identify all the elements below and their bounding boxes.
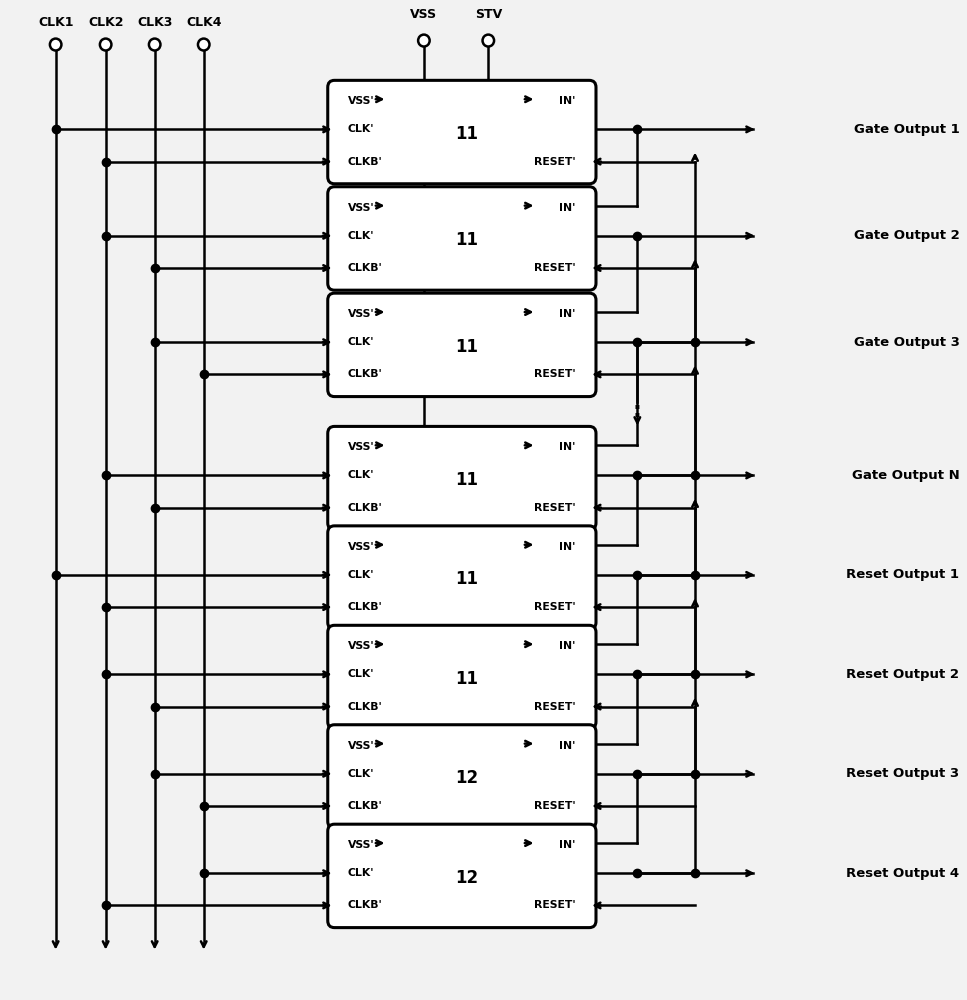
Text: VSS': VSS' xyxy=(348,96,374,106)
Text: STV: STV xyxy=(475,8,502,21)
Text: 12: 12 xyxy=(455,869,479,887)
Text: VSS': VSS' xyxy=(348,309,374,319)
Text: CLKB': CLKB' xyxy=(348,900,383,910)
Text: CLK1: CLK1 xyxy=(38,16,73,29)
Text: Reset Output 2: Reset Output 2 xyxy=(846,668,959,681)
Text: Gate Output 3: Gate Output 3 xyxy=(854,336,959,349)
Text: VSS': VSS' xyxy=(348,203,374,213)
Text: IN': IN' xyxy=(560,309,575,319)
Text: CLK2: CLK2 xyxy=(88,16,124,29)
Text: CLKB': CLKB' xyxy=(348,157,383,167)
FancyBboxPatch shape xyxy=(328,426,596,530)
Text: Gate Output 2: Gate Output 2 xyxy=(854,229,959,242)
Text: VSS': VSS' xyxy=(348,442,374,452)
Text: RESET': RESET' xyxy=(534,702,575,712)
Text: Reset Output 4: Reset Output 4 xyxy=(846,867,959,880)
Text: CLKB': CLKB' xyxy=(348,369,383,379)
Text: IN': IN' xyxy=(560,96,575,106)
Text: IN': IN' xyxy=(560,741,575,751)
Text: 11: 11 xyxy=(455,670,479,688)
Text: CLK': CLK' xyxy=(348,231,374,241)
Text: VSS': VSS' xyxy=(348,542,374,552)
Text: RESET': RESET' xyxy=(534,157,575,167)
Text: CLKB': CLKB' xyxy=(348,263,383,273)
Text: CLK4: CLK4 xyxy=(186,16,221,29)
Text: RESET': RESET' xyxy=(534,503,575,513)
Text: RESET': RESET' xyxy=(534,801,575,811)
FancyBboxPatch shape xyxy=(328,526,596,629)
FancyBboxPatch shape xyxy=(328,293,596,397)
Text: IN': IN' xyxy=(560,442,575,452)
Text: VSS': VSS' xyxy=(348,840,374,850)
Text: CLK': CLK' xyxy=(348,868,374,878)
Text: 12: 12 xyxy=(455,769,479,787)
Circle shape xyxy=(149,39,161,51)
FancyBboxPatch shape xyxy=(328,824,596,928)
FancyBboxPatch shape xyxy=(328,187,596,290)
Text: 11: 11 xyxy=(455,231,479,249)
Text: :: : xyxy=(632,401,642,421)
Text: RESET': RESET' xyxy=(534,602,575,612)
Text: CLK': CLK' xyxy=(348,769,374,779)
Text: 11: 11 xyxy=(455,570,479,588)
Text: VSS: VSS xyxy=(410,8,437,21)
Circle shape xyxy=(100,39,111,51)
Text: CLKB': CLKB' xyxy=(348,702,383,712)
Text: CLK': CLK' xyxy=(348,470,374,480)
FancyBboxPatch shape xyxy=(328,80,596,184)
Text: Gate Output N: Gate Output N xyxy=(852,469,959,482)
Text: CLKB': CLKB' xyxy=(348,801,383,811)
Text: VSS': VSS' xyxy=(348,641,374,651)
Text: IN': IN' xyxy=(560,203,575,213)
Text: RESET': RESET' xyxy=(534,369,575,379)
Text: RESET': RESET' xyxy=(534,900,575,910)
Text: CLK': CLK' xyxy=(348,669,374,679)
Circle shape xyxy=(50,39,62,51)
Circle shape xyxy=(198,39,210,51)
FancyBboxPatch shape xyxy=(328,725,596,828)
Circle shape xyxy=(483,35,494,47)
Circle shape xyxy=(418,35,429,47)
Text: 11: 11 xyxy=(455,471,479,489)
Text: IN': IN' xyxy=(560,542,575,552)
Text: IN': IN' xyxy=(560,641,575,651)
Text: IN': IN' xyxy=(560,840,575,850)
Text: 11: 11 xyxy=(455,125,479,143)
Text: Reset Output 3: Reset Output 3 xyxy=(846,767,959,780)
Text: VSS': VSS' xyxy=(348,741,374,751)
Text: CLK': CLK' xyxy=(348,124,374,134)
Text: Gate Output 1: Gate Output 1 xyxy=(854,123,959,136)
Text: CLK3: CLK3 xyxy=(137,16,172,29)
Text: RESET': RESET' xyxy=(534,263,575,273)
Text: CLKB': CLKB' xyxy=(348,503,383,513)
Text: Reset Output 1: Reset Output 1 xyxy=(846,568,959,581)
Text: 11: 11 xyxy=(455,338,479,356)
Text: CLKB': CLKB' xyxy=(348,602,383,612)
FancyBboxPatch shape xyxy=(328,625,596,729)
Text: CLK': CLK' xyxy=(348,570,374,580)
Text: CLK': CLK' xyxy=(348,337,374,347)
